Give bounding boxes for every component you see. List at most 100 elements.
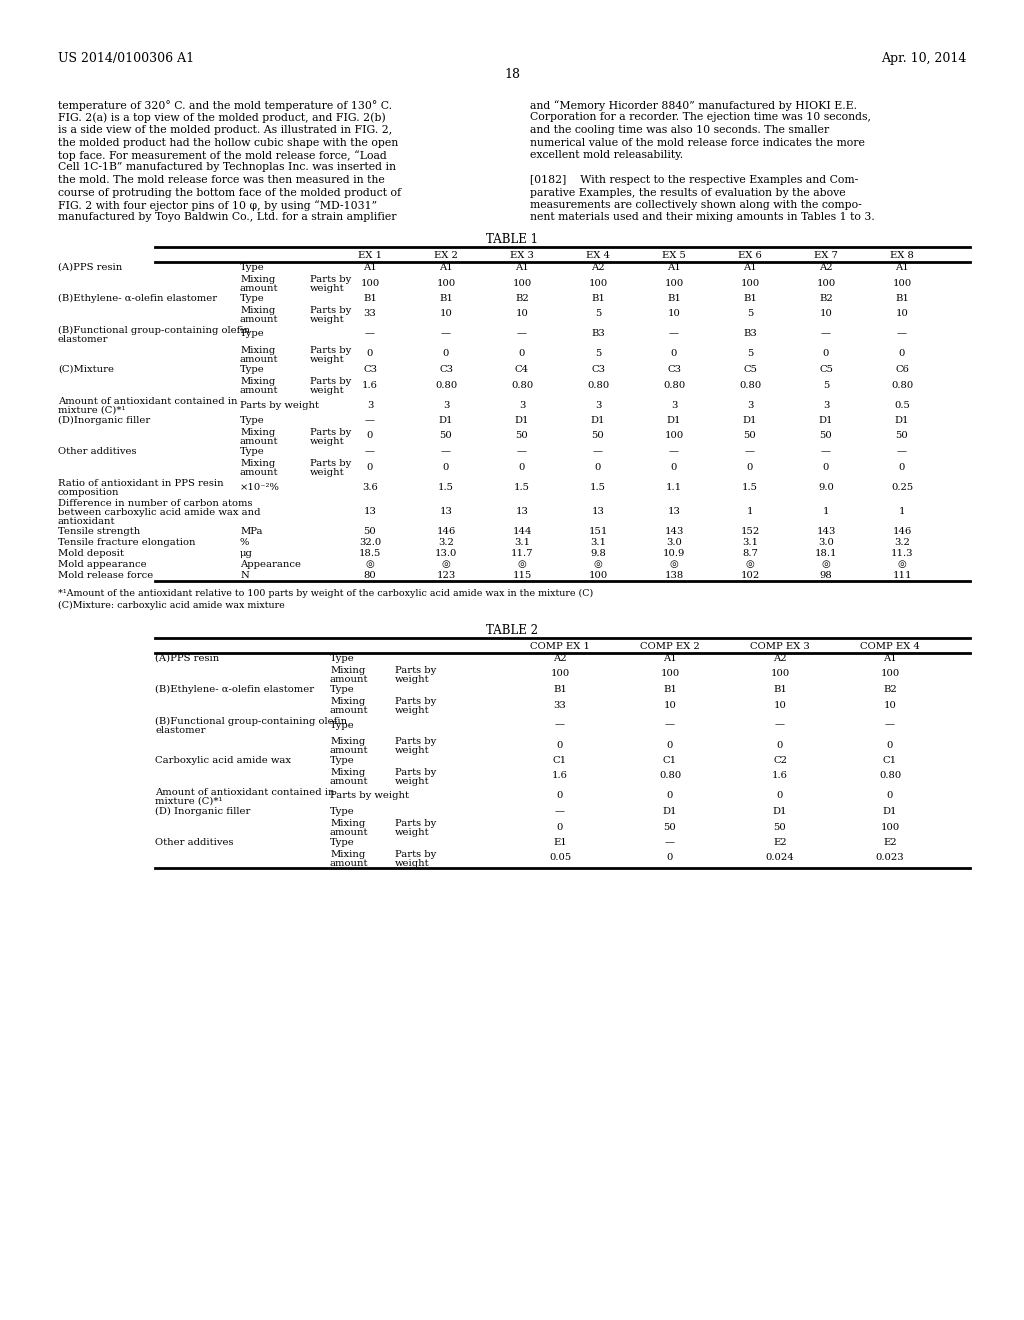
- Text: D1: D1: [663, 807, 677, 816]
- Text: (B)Ethylene- α-olefin elastomer: (B)Ethylene- α-olefin elastomer: [58, 294, 217, 304]
- Text: course of protruding the bottom face of the molded product of: course of protruding the bottom face of …: [58, 187, 401, 198]
- Text: D1: D1: [591, 416, 605, 425]
- Text: 80: 80: [364, 572, 377, 579]
- Text: —: —: [441, 330, 451, 338]
- Text: 5: 5: [746, 309, 754, 318]
- Text: —: —: [555, 807, 565, 816]
- Text: 5: 5: [823, 380, 829, 389]
- Text: 0: 0: [442, 350, 450, 359]
- Text: (B)Functional group-containing olefin: (B)Functional group-containing olefin: [58, 326, 250, 335]
- Text: D1: D1: [742, 416, 758, 425]
- Text: Parts by: Parts by: [310, 378, 351, 385]
- Text: 3.1: 3.1: [514, 539, 530, 546]
- Text: 50: 50: [664, 822, 677, 832]
- Text: 0.80: 0.80: [658, 771, 681, 780]
- Text: Other additives: Other additives: [155, 838, 233, 847]
- Text: —: —: [745, 447, 755, 455]
- Text: amount: amount: [330, 746, 369, 755]
- Text: 3: 3: [746, 400, 754, 409]
- Text: amount: amount: [330, 828, 369, 837]
- Text: amount: amount: [330, 859, 369, 869]
- Text: 10: 10: [896, 309, 908, 318]
- Text: weight: weight: [310, 469, 345, 477]
- Text: 9.8: 9.8: [590, 549, 606, 558]
- Text: A1: A1: [895, 263, 909, 272]
- Text: —: —: [441, 447, 451, 455]
- Text: 3.0: 3.0: [666, 539, 682, 546]
- Text: 9.0: 9.0: [818, 483, 834, 491]
- Text: Mixing: Mixing: [240, 346, 275, 355]
- Text: 50: 50: [819, 432, 833, 441]
- Text: —: —: [669, 330, 679, 338]
- Text: mixture (C)*¹: mixture (C)*¹: [155, 797, 222, 807]
- Text: COMP EX 4: COMP EX 4: [860, 642, 920, 651]
- Text: amount: amount: [330, 777, 369, 785]
- Text: B3: B3: [591, 330, 605, 338]
- Text: 0: 0: [557, 741, 563, 750]
- Text: 0: 0: [823, 462, 829, 471]
- Text: Parts by: Parts by: [395, 737, 436, 746]
- Text: D1: D1: [438, 416, 454, 425]
- Text: Parts by: Parts by: [310, 428, 351, 437]
- Text: weight: weight: [395, 706, 430, 715]
- Text: Parts by: Parts by: [395, 768, 436, 777]
- Text: Mixing: Mixing: [330, 818, 366, 828]
- Text: 100: 100: [816, 279, 836, 288]
- Text: 0: 0: [667, 792, 673, 800]
- Text: Parts by: Parts by: [395, 818, 436, 828]
- Text: 98: 98: [819, 572, 833, 579]
- Text: 50: 50: [439, 432, 453, 441]
- Text: 0: 0: [887, 741, 893, 750]
- Text: (B)Ethylene- α-olefin elastomer: (B)Ethylene- α-olefin elastomer: [155, 685, 314, 694]
- Text: D1: D1: [773, 807, 787, 816]
- Text: 0: 0: [899, 350, 905, 359]
- Text: 3.0: 3.0: [818, 539, 834, 546]
- Text: 3: 3: [595, 400, 601, 409]
- Text: Mixing: Mixing: [240, 306, 275, 315]
- Text: C3: C3: [667, 366, 681, 374]
- Text: 102: 102: [740, 572, 760, 579]
- Text: Type: Type: [330, 653, 354, 663]
- Text: Tensile fracture elongation: Tensile fracture elongation: [58, 539, 196, 546]
- Text: 3: 3: [823, 400, 829, 409]
- Text: 100: 100: [589, 572, 607, 579]
- Text: Appearance: Appearance: [240, 560, 301, 569]
- Text: B3: B3: [743, 330, 757, 338]
- Text: 115: 115: [512, 572, 531, 579]
- Text: Carboxylic acid amide wax: Carboxylic acid amide wax: [155, 756, 291, 766]
- Text: the molded product had the hollow cubic shape with the open: the molded product had the hollow cubic …: [58, 137, 398, 148]
- Text: 13: 13: [668, 507, 680, 516]
- Text: 0: 0: [557, 792, 563, 800]
- Text: 0: 0: [899, 462, 905, 471]
- Text: 1: 1: [822, 507, 829, 516]
- Text: Mixing: Mixing: [330, 667, 366, 675]
- Text: Cell 1C-1B” manufactured by Technoplas Inc. was inserted in: Cell 1C-1B” manufactured by Technoplas I…: [58, 162, 396, 173]
- Text: weight: weight: [395, 828, 430, 837]
- Text: 0: 0: [777, 792, 783, 800]
- Text: Parts by weight: Parts by weight: [330, 792, 409, 800]
- Text: D1: D1: [667, 416, 681, 425]
- Text: —: —: [665, 838, 675, 847]
- Text: 18.5: 18.5: [358, 549, 381, 558]
- Text: C1: C1: [553, 756, 567, 766]
- Text: Mold release force: Mold release force: [58, 572, 154, 579]
- Text: Parts by: Parts by: [310, 346, 351, 355]
- Text: weight: weight: [395, 859, 430, 869]
- Text: %: %: [240, 539, 250, 546]
- Text: 123: 123: [436, 572, 456, 579]
- Text: 18: 18: [504, 69, 520, 81]
- Text: 0.80: 0.80: [663, 380, 685, 389]
- Text: 1.1: 1.1: [666, 483, 682, 491]
- Text: amount: amount: [240, 284, 279, 293]
- Text: —: —: [365, 416, 375, 425]
- Text: Parts by: Parts by: [395, 850, 436, 859]
- Text: 0.80: 0.80: [879, 771, 901, 780]
- Text: 0.80: 0.80: [739, 380, 761, 389]
- Text: Amount of antioxidant contained in: Amount of antioxidant contained in: [155, 788, 335, 797]
- Text: —: —: [593, 447, 603, 455]
- Text: C1: C1: [663, 756, 677, 766]
- Text: Mold deposit: Mold deposit: [58, 549, 124, 558]
- Text: 1.5: 1.5: [742, 483, 758, 491]
- Text: 13: 13: [439, 507, 453, 516]
- Text: B2: B2: [819, 294, 833, 304]
